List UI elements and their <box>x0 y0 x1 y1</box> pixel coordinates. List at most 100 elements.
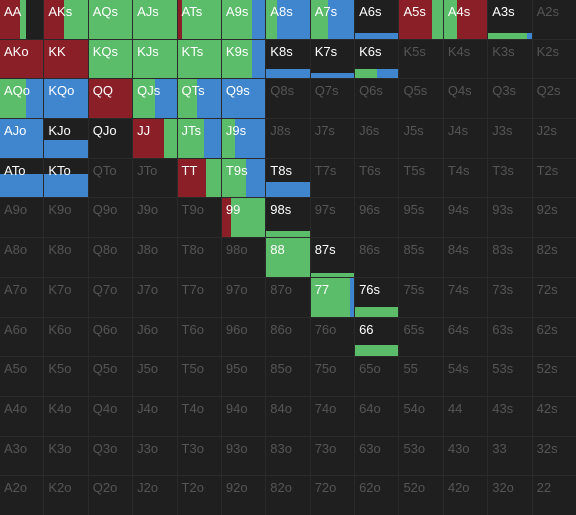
hand-cell-q7s[interactable]: Q7s <box>310 79 355 119</box>
hand-cell-kts[interactable]: KTs <box>177 39 221 79</box>
hand-cell-qjo[interactable]: QJo <box>88 119 133 158</box>
hand-cell-84o[interactable]: 84o <box>266 396 310 436</box>
hand-cell-qts[interactable]: QTs <box>177 79 221 119</box>
hand-cell-a8s[interactable]: A8s <box>266 0 310 39</box>
hand-cell-a6o[interactable]: A6o <box>0 317 44 357</box>
hand-cell-t6o[interactable]: T6o <box>177 317 221 357</box>
hand-cell-k8o[interactable]: K8o <box>44 238 88 277</box>
hand-cell-qto[interactable]: QTo <box>88 158 133 198</box>
hand-cell-42s[interactable]: 42s <box>532 396 576 436</box>
hand-cell-62s[interactable]: 62s <box>532 317 576 357</box>
hand-cell-a8o[interactable]: A8o <box>0 238 44 277</box>
hand-cell-kqs[interactable]: KQs <box>88 39 133 79</box>
hand-cell-q9o[interactable]: Q9o <box>88 198 133 238</box>
hand-cell-83s[interactable]: 83s <box>488 238 532 277</box>
hand-cell-a4o[interactable]: A4o <box>0 396 44 436</box>
hand-cell-k9o[interactable]: K9o <box>44 198 88 238</box>
hand-cell-k7o[interactable]: K7o <box>44 277 88 317</box>
hand-cell-aqs[interactable]: AQs <box>88 0 133 39</box>
hand-cell-ako[interactable]: AKo <box>0 39 44 79</box>
hand-cell-j8o[interactable]: J8o <box>133 238 177 277</box>
hand-cell-97s[interactable]: 97s <box>310 198 355 238</box>
hand-cell-54s[interactable]: 54s <box>443 357 488 396</box>
hand-cell-t4o[interactable]: T4o <box>177 396 221 436</box>
hand-cell-q8s[interactable]: Q8s <box>266 79 310 119</box>
hand-cell-a5s[interactable]: A5s <box>399 0 443 39</box>
hand-cell-86s[interactable]: 86s <box>355 238 399 277</box>
hand-cell-64s[interactable]: 64s <box>443 317 488 357</box>
hand-cell-43s[interactable]: 43s <box>488 396 532 436</box>
hand-cell-73s[interactable]: 73s <box>488 277 532 317</box>
hand-cell-a7o[interactable]: A7o <box>0 277 44 317</box>
hand-cell-65o[interactable]: 65o <box>355 357 399 396</box>
hand-cell-95o[interactable]: 95o <box>221 357 266 396</box>
hand-cell-j9s[interactable]: J9s <box>221 119 266 158</box>
hand-cell-q5s[interactable]: Q5s <box>399 79 443 119</box>
hand-cell-96o[interactable]: 96o <box>221 317 266 357</box>
hand-cell-72o[interactable]: 72o <box>310 476 355 515</box>
hand-cell-66[interactable]: 66 <box>355 317 399 357</box>
hand-cell-kqo[interactable]: KQo <box>44 79 88 119</box>
hand-cell-q3o[interactable]: Q3o <box>88 436 133 476</box>
hand-cell-ats[interactable]: ATs <box>177 0 221 39</box>
hand-cell-k5o[interactable]: K5o <box>44 357 88 396</box>
hand-cell-t3s[interactable]: T3s <box>488 158 532 198</box>
hand-cell-87s[interactable]: 87s <box>310 238 355 277</box>
hand-cell-j2o[interactable]: J2o <box>133 476 177 515</box>
hand-cell-75o[interactable]: 75o <box>310 357 355 396</box>
hand-cell-j3o[interactable]: J3o <box>133 436 177 476</box>
hand-cell-95s[interactable]: 95s <box>399 198 443 238</box>
hand-cell-63o[interactable]: 63o <box>355 436 399 476</box>
hand-cell-k6s[interactable]: K6s <box>355 39 399 79</box>
hand-cell-q2o[interactable]: Q2o <box>88 476 133 515</box>
hand-cell-j8s[interactable]: J8s <box>266 119 310 158</box>
hand-cell-65s[interactable]: 65s <box>399 317 443 357</box>
hand-cell-t4s[interactable]: T4s <box>443 158 488 198</box>
hand-cell-t2o[interactable]: T2o <box>177 476 221 515</box>
hand-cell-qjs[interactable]: QJs <box>133 79 177 119</box>
hand-cell-93s[interactable]: 93s <box>488 198 532 238</box>
hand-cell-a5o[interactable]: A5o <box>0 357 44 396</box>
hand-cell-92s[interactable]: 92s <box>532 198 576 238</box>
hand-cell-97o[interactable]: 97o <box>221 277 266 317</box>
hand-cell-93o[interactable]: 93o <box>221 436 266 476</box>
hand-cell-k6o[interactable]: K6o <box>44 317 88 357</box>
hand-cell-j5s[interactable]: J5s <box>399 119 443 158</box>
hand-cell-k3o[interactable]: K3o <box>44 436 88 476</box>
hand-cell-tt[interactable]: TT <box>177 158 221 198</box>
hand-cell-76s[interactable]: 76s <box>355 277 399 317</box>
hand-cell-62o[interactable]: 62o <box>355 476 399 515</box>
hand-cell-kjo[interactable]: KJo <box>44 119 88 158</box>
hand-cell-52o[interactable]: 52o <box>399 476 443 515</box>
hand-cell-76o[interactable]: 76o <box>310 317 355 357</box>
hand-cell-a6s[interactable]: A6s <box>355 0 399 39</box>
hand-cell-32s[interactable]: 32s <box>532 436 576 476</box>
hand-cell-t9s[interactable]: T9s <box>221 158 266 198</box>
hand-cell-q5o[interactable]: Q5o <box>88 357 133 396</box>
hand-cell-53s[interactable]: 53s <box>488 357 532 396</box>
hand-cell-55[interactable]: 55 <box>399 357 443 396</box>
hand-cell-jj[interactable]: JJ <box>133 119 177 158</box>
hand-cell-43o[interactable]: 43o <box>443 436 488 476</box>
hand-cell-k3s[interactable]: K3s <box>488 39 532 79</box>
hand-cell-j2s[interactable]: J2s <box>532 119 576 158</box>
hand-cell-j4s[interactable]: J4s <box>443 119 488 158</box>
hand-cell-92o[interactable]: 92o <box>221 476 266 515</box>
hand-cell-k2s[interactable]: K2s <box>532 39 576 79</box>
hand-cell-kk[interactable]: KK <box>44 39 88 79</box>
hand-cell-32o[interactable]: 32o <box>488 476 532 515</box>
hand-cell-j5o[interactable]: J5o <box>133 357 177 396</box>
hand-cell-j3s[interactable]: J3s <box>488 119 532 158</box>
hand-cell-kjs[interactable]: KJs <box>133 39 177 79</box>
hand-cell-54o[interactable]: 54o <box>399 396 443 436</box>
hand-cell-t3o[interactable]: T3o <box>177 436 221 476</box>
hand-cell-44[interactable]: 44 <box>443 396 488 436</box>
hand-cell-j7s[interactable]: J7s <box>310 119 355 158</box>
hand-cell-a9s[interactable]: A9s <box>221 0 266 39</box>
hand-cell-t6s[interactable]: T6s <box>355 158 399 198</box>
hand-cell-a2s[interactable]: A2s <box>532 0 576 39</box>
hand-cell-q2s[interactable]: Q2s <box>532 79 576 119</box>
hand-cell-k7s[interactable]: K7s <box>310 39 355 79</box>
hand-cell-ajo[interactable]: AJo <box>0 119 44 158</box>
hand-cell-j6s[interactable]: J6s <box>355 119 399 158</box>
